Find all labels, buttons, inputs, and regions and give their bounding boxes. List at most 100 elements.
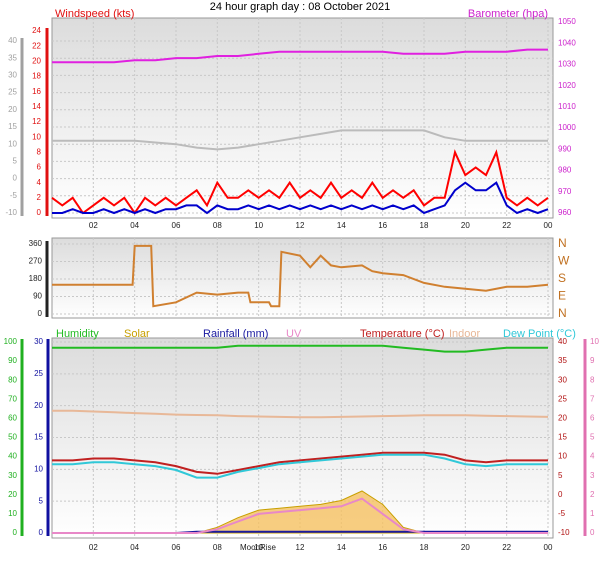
y-tick-label: 18: [32, 72, 41, 81]
y-tick-label: 10: [8, 509, 17, 518]
y-tick-label: 2: [37, 193, 42, 202]
y-tick-label: -5: [558, 509, 566, 518]
y-tick-label: 25: [558, 394, 567, 403]
legend-label: Humidity: [56, 328, 99, 340]
y-tick-label: N: [558, 236, 567, 250]
y-tick-label: 4: [590, 452, 595, 461]
y-tick-label: 0: [38, 309, 43, 318]
y-tick-label: -10: [558, 528, 570, 537]
y-tick-label: 960: [558, 208, 572, 217]
y-tick-label: 1010: [558, 102, 576, 111]
x-tick-label: 04: [130, 221, 139, 230]
y-tick-label: 0: [37, 208, 42, 217]
y-tick-label: 70: [8, 394, 17, 403]
y-tick-label: 20: [8, 105, 17, 114]
y-tick-label: 100: [4, 337, 18, 346]
legend-label: Indoor: [449, 328, 481, 340]
line: [52, 48, 548, 64]
legend-label: UV: [286, 328, 302, 340]
line: [52, 497, 548, 534]
y-tick-label: 1020: [558, 81, 576, 90]
x-tick-label: 20: [461, 221, 470, 230]
x-tick-label: 00: [544, 221, 553, 230]
line: [52, 451, 548, 475]
y-tick-label: 24: [32, 26, 41, 35]
y-tick-label: 5: [590, 433, 595, 442]
y-tick-label: 20: [32, 56, 41, 65]
x-tick-label: 22: [502, 543, 511, 552]
x-tick-label: 12: [296, 221, 305, 230]
axis-title: Barometer (hpa): [468, 8, 548, 20]
y-tick-label: S: [558, 271, 566, 285]
y-tick-label: 20: [34, 401, 43, 410]
x-tick-label: 06: [172, 221, 181, 230]
y-tick-label: 10: [590, 337, 599, 346]
y-tick-label: 360: [29, 239, 43, 248]
y-tick-label: 7: [590, 394, 595, 403]
y-tick-label: W: [558, 254, 570, 268]
legend-label: Temperature (°C): [360, 328, 444, 340]
y-tick-label: 1: [590, 509, 595, 518]
y-tick-label: -5: [10, 191, 18, 200]
legend-label: Rainfall (mm): [203, 328, 268, 340]
line: [52, 181, 549, 215]
x-tick-label: 06: [172, 543, 181, 552]
y-tick-label: 6: [590, 414, 595, 423]
x-tick-label: 18: [420, 221, 429, 230]
y-tick-label: 0: [13, 174, 18, 183]
y-tick-label: 10: [558, 452, 567, 461]
y-tick-label: 8: [590, 375, 595, 384]
y-tick-label: 35: [8, 53, 17, 62]
y-tick-label: 35: [558, 356, 567, 365]
y-tick-label: 30: [558, 375, 567, 384]
x-tick-label: 02: [89, 543, 98, 552]
y-tick-label: 5: [39, 496, 44, 505]
y-tick-label: 10: [32, 132, 41, 141]
y-tick-label: 40: [558, 337, 567, 346]
chart-title: 24 hour graph day : 08 October 2021: [210, 1, 390, 13]
x-tick-label: 10: [254, 221, 263, 230]
x-tick-label: 14: [337, 221, 346, 230]
y-tick-label: 0: [13, 528, 18, 537]
y-tick-label: 22: [32, 41, 41, 50]
y-tick-label: 80: [8, 375, 17, 384]
y-tick-label: 0: [39, 528, 44, 537]
y-tick-label: 90: [33, 292, 42, 301]
y-tick-label: 14: [32, 102, 41, 111]
y-tick-label: 25: [8, 88, 17, 97]
y-tick-label: 4: [37, 178, 42, 187]
y-tick-label: 15: [558, 433, 567, 442]
y-tick-label: 90: [8, 356, 17, 365]
y-tick-label: 5: [13, 157, 18, 166]
x-tick-label: 10: [254, 543, 263, 552]
y-tick-label: 2: [590, 490, 595, 499]
y-tick-label: 8: [37, 147, 42, 156]
y-tick-label: 1030: [558, 60, 576, 69]
annotation: MoonRise: [240, 543, 277, 552]
y-tick-label: 3: [590, 471, 595, 480]
y-tick-label: 5: [558, 471, 563, 480]
x-tick-label: 20: [461, 543, 470, 552]
y-tick-label: 15: [8, 122, 17, 131]
y-tick-label: 1000: [558, 123, 576, 132]
x-tick-label: 18: [420, 543, 429, 552]
y-tick-label: 980: [558, 166, 572, 175]
y-tick-label: 16: [32, 87, 41, 96]
line: [52, 453, 548, 479]
y-tick-label: 6: [37, 163, 42, 172]
x-tick-label: 02: [89, 221, 98, 230]
y-tick-label: E: [558, 289, 566, 303]
line: [52, 244, 549, 308]
y-tick-label: N: [558, 306, 567, 320]
x-tick-label: 16: [378, 221, 387, 230]
x-tick-label: 12: [296, 543, 305, 552]
y-tick-label: 30: [8, 471, 17, 480]
y-tick-label: 15: [34, 433, 43, 442]
y-tick-label: 30: [34, 337, 43, 346]
y-tick-label: 990: [558, 144, 572, 153]
y-tick-label: 270: [29, 257, 43, 266]
y-tick-label: 50: [8, 433, 17, 442]
y-tick-label: 0: [590, 528, 595, 537]
y-tick-label: 40: [8, 452, 17, 461]
